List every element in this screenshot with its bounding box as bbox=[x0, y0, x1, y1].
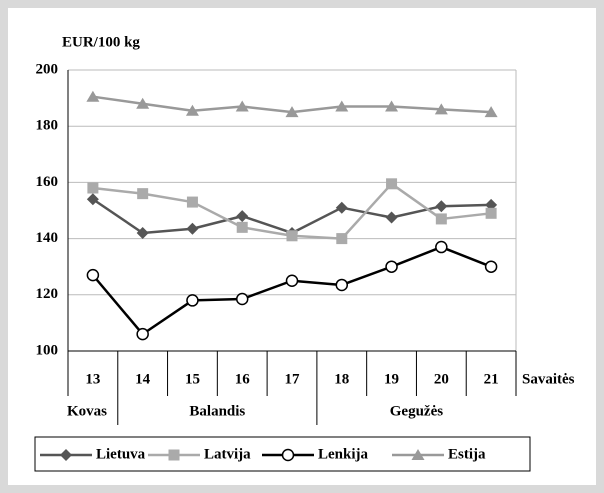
marker bbox=[236, 210, 249, 223]
marker bbox=[86, 193, 99, 206]
group-label: Balandis bbox=[189, 403, 245, 419]
marker bbox=[335, 201, 348, 214]
x-tick-label: 18 bbox=[334, 371, 349, 387]
marker bbox=[335, 100, 349, 112]
marker bbox=[136, 97, 150, 109]
x-tick-label: 16 bbox=[235, 371, 251, 387]
legend-label: Estija bbox=[448, 446, 486, 462]
marker bbox=[285, 274, 299, 287]
marker bbox=[186, 222, 199, 235]
y-tick-label: 160 bbox=[36, 174, 59, 190]
marker bbox=[86, 268, 100, 282]
y-tick-label: 100 bbox=[36, 342, 59, 358]
marker bbox=[484, 106, 498, 118]
marker bbox=[235, 100, 249, 112]
marker bbox=[411, 449, 425, 460]
marker bbox=[137, 188, 149, 200]
x-tick-label: 21 bbox=[484, 371, 499, 387]
marker bbox=[168, 449, 180, 461]
marker bbox=[236, 221, 248, 233]
y-tick-label: 200 bbox=[36, 61, 59, 77]
x-tick-label: 20 bbox=[434, 371, 449, 387]
marker bbox=[385, 100, 399, 112]
marker bbox=[385, 211, 398, 224]
marker bbox=[235, 292, 249, 306]
legend-label: Latvija bbox=[204, 446, 251, 462]
marker bbox=[86, 90, 100, 102]
x-tick-label: 15 bbox=[185, 371, 200, 387]
marker bbox=[286, 230, 298, 242]
y-tick-label: 140 bbox=[36, 230, 59, 246]
y-tick-label: 120 bbox=[36, 286, 59, 302]
marker bbox=[484, 260, 498, 273]
legend-label: Lietuva bbox=[96, 446, 146, 462]
marker bbox=[136, 226, 149, 239]
marker bbox=[435, 240, 448, 254]
legend-label: Lenkija bbox=[318, 446, 369, 462]
marker bbox=[186, 196, 198, 208]
marker bbox=[136, 327, 149, 341]
marker bbox=[435, 213, 447, 225]
marker bbox=[281, 448, 295, 462]
marker bbox=[185, 104, 199, 116]
group-label: Gegužės bbox=[390, 403, 443, 419]
y-tick-label: 180 bbox=[36, 118, 59, 134]
marker bbox=[485, 207, 497, 219]
marker bbox=[186, 294, 199, 307]
marker bbox=[60, 449, 72, 461]
marker bbox=[434, 103, 448, 115]
x-tick-label: 19 bbox=[384, 371, 399, 387]
marker bbox=[385, 260, 398, 273]
marker bbox=[336, 233, 348, 245]
marker bbox=[285, 106, 299, 118]
marker bbox=[335, 278, 349, 292]
x-axis-label: Savaitės bbox=[522, 371, 575, 387]
x-tick-label: 13 bbox=[85, 371, 100, 387]
marker bbox=[435, 200, 448, 213]
marker bbox=[386, 178, 398, 190]
group-label: Kovas bbox=[67, 403, 107, 419]
x-tick-label: 14 bbox=[135, 371, 151, 387]
x-tick-label: 17 bbox=[285, 371, 301, 387]
marker bbox=[87, 182, 99, 194]
y-axis-label: EUR/100 kg bbox=[62, 34, 140, 50]
